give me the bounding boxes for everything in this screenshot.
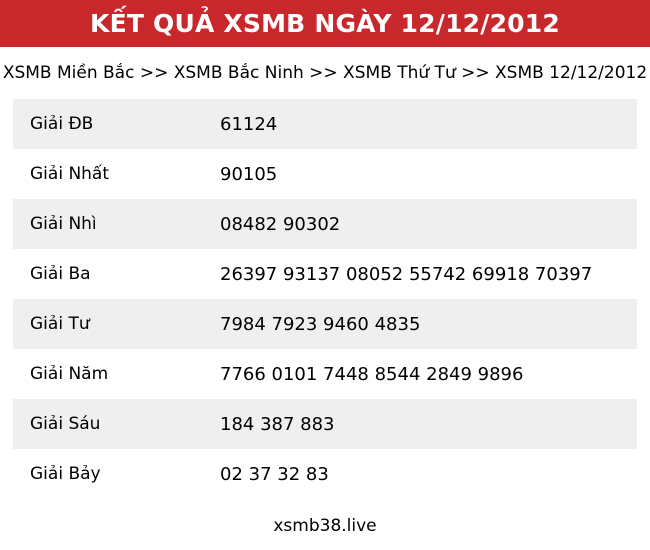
breadcrumb-separator: >>: [455, 63, 496, 83]
table-row-giai-nam: Giải Năm 7766 0101 7448 8544 2849 9896: [13, 349, 637, 399]
prize-numbers: 184 387 883: [220, 413, 335, 435]
site-name: xsmb38.live: [273, 516, 377, 536]
footer: xsmb38.live: [0, 499, 650, 536]
prize-label: Giải ĐB: [30, 114, 94, 134]
breadcrumb: XSMB Miền Bắc >> XSMB Bắc Ninh >> XSMB T…: [0, 47, 650, 99]
breadcrumb-item-bac-ninh[interactable]: XSMB Bắc Ninh: [173, 63, 304, 83]
table-row-giai-ba: Giải Ba 26397 93137 08052 55742 69918 70…: [13, 249, 637, 299]
prize-numbers: 90105: [220, 163, 278, 185]
page-title: KẾT QUẢ XSMB NGÀY 12/12/2012: [90, 9, 560, 38]
prize-numbers: 08482 90302: [220, 213, 341, 235]
prize-numbers: 61124: [220, 113, 278, 135]
results-table: Giải ĐB 61124 Giải Nhất 90105 Giải Nhì 0…: [13, 99, 637, 499]
prize-numbers: 7766 0101 7448 8544 2849 9896: [220, 363, 524, 385]
breadcrumb-separator: >>: [134, 63, 174, 83]
breadcrumb-item-thu-tu[interactable]: XSMB Thứ Tư: [343, 63, 456, 83]
prize-label: Giải Ba: [30, 264, 91, 284]
header-bar: KẾT QUẢ XSMB NGÀY 12/12/2012: [0, 0, 650, 47]
breadcrumb-separator: >>: [303, 63, 344, 83]
table-row-giai-bay: Giải Bảy 02 37 32 83: [13, 449, 637, 499]
breadcrumb-item-date[interactable]: XSMB 12/12/2012: [495, 63, 648, 83]
prize-label: Giải Nhất: [30, 164, 110, 184]
prize-numbers: 26397 93137 08052 55742 69918 70397: [220, 263, 593, 285]
prize-label: Giải Sáu: [30, 414, 101, 434]
prize-label: Giải Bảy: [30, 464, 101, 484]
prize-numbers: 02 37 32 83: [220, 463, 329, 485]
prize-label: Giải Nhì: [30, 214, 97, 234]
table-row-giai-sau: Giải Sáu 184 387 883: [13, 399, 637, 449]
breadcrumb-item-mien-bac[interactable]: XSMB Miền Bắc: [2, 63, 135, 83]
table-row-giai-db: Giải ĐB 61124: [13, 99, 637, 149]
table-row-giai-nhat: Giải Nhất 90105: [13, 149, 637, 199]
prize-label: Giải Năm: [30, 364, 109, 384]
table-row-giai-tu: Giải Tư 7984 7923 9460 4835: [13, 299, 637, 349]
prize-numbers: 7984 7923 9460 4835: [220, 313, 421, 335]
prize-label: Giải Tư: [30, 314, 90, 334]
table-row-giai-nhi: Giải Nhì 08482 90302: [13, 199, 637, 249]
